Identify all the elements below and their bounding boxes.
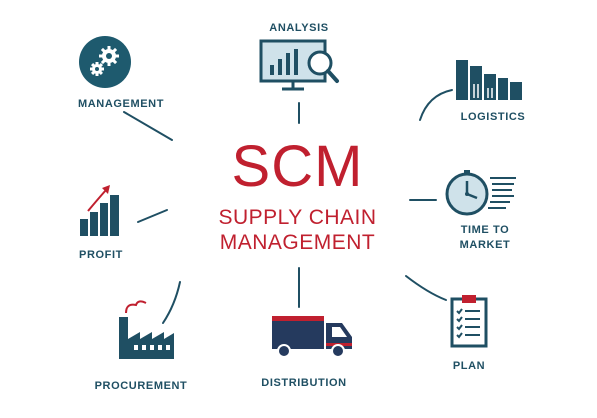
time-to-market-label-line-1: TIME TO <box>460 224 510 236</box>
management-label: MANAGEMENT <box>77 98 165 110</box>
truck-icon <box>272 316 352 358</box>
connector-logistics <box>419 89 453 121</box>
stopwatch-icon <box>445 170 516 216</box>
gears-icon <box>79 36 131 88</box>
connector-procurement <box>162 281 181 324</box>
scm-acronym: SCM <box>231 134 364 199</box>
factory-icon <box>119 300 174 359</box>
growth-chart-icon <box>80 185 119 236</box>
monitor-magnifier-icon <box>259 39 339 91</box>
connector-profit <box>137 209 168 223</box>
profit-label: PROFIT <box>79 249 123 261</box>
connector-plan <box>405 275 447 301</box>
title-line-1: SUPPLY CHAIN <box>218 206 377 229</box>
time-to-market-label-line-2: MARKET <box>459 239 511 251</box>
procurement-label: PROCUREMENT <box>94 380 188 392</box>
analysis-label: ANALYSIS <box>269 22 329 34</box>
logistics-label: LOGISTICS <box>460 111 526 123</box>
title-line-2: MANAGEMENT <box>219 231 376 254</box>
bar-chart-icon <box>456 60 522 100</box>
connector-management <box>123 111 173 141</box>
plan-label: PLAN <box>452 360 486 372</box>
distribution-label: DISTRIBUTION <box>261 377 347 389</box>
clipboard-icon <box>450 295 488 348</box>
